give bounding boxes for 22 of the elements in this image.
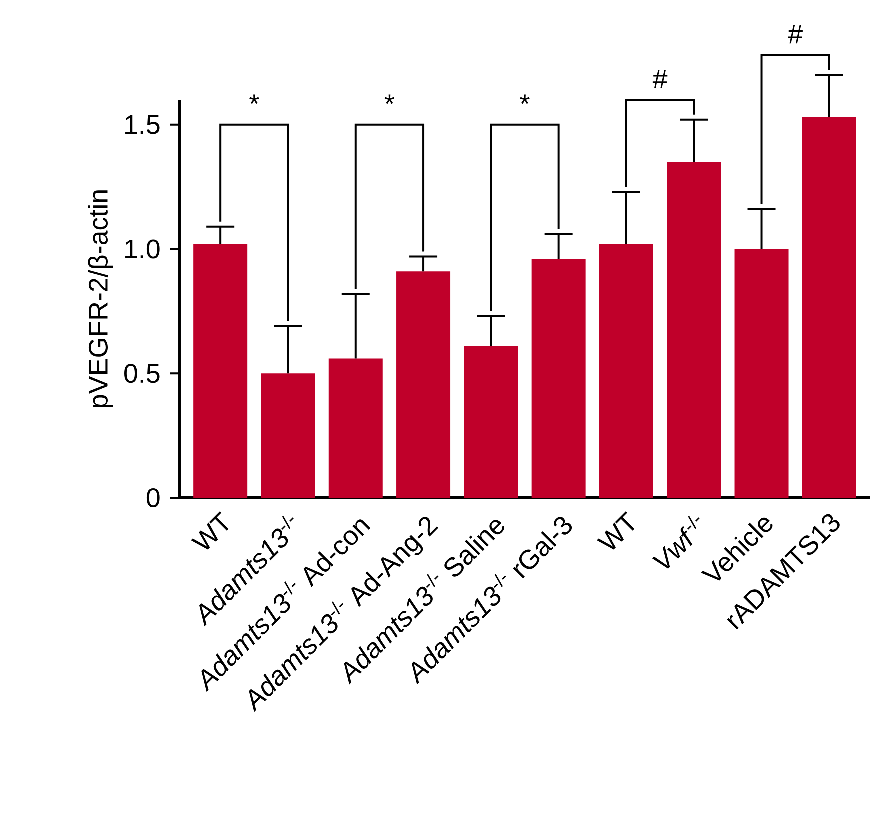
bar [194, 244, 248, 498]
bar [464, 346, 518, 498]
text: # [652, 70, 668, 88]
annotation: * [520, 94, 530, 104]
y-axis-title: pVEGFR-2/β-actin [88, 190, 114, 408]
annotation: * [384, 94, 395, 104]
annotation: * [250, 94, 260, 104]
y-tick-label: 0.5 [124, 364, 160, 384]
y-tick-label: 0 [146, 488, 160, 508]
bar [667, 162, 722, 498]
x-tick-label: WT [596, 511, 635, 550]
bar [532, 259, 586, 498]
bar [802, 117, 856, 498]
bar [599, 244, 654, 498]
y-tick-label: 1.5 [126, 115, 160, 134]
bar [734, 249, 789, 498]
y-tick-label: 1.0 [126, 240, 160, 259]
bar [396, 272, 451, 498]
bar [261, 374, 316, 498]
text: # [788, 25, 803, 44]
x-tick-label: Vwf$^{-/-}$ [652, 516, 700, 569]
bar [328, 358, 383, 498]
